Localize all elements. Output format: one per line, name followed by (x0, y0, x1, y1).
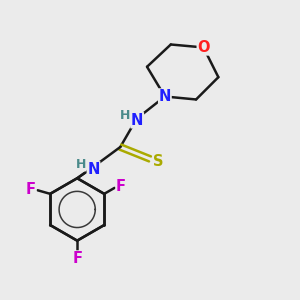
Text: S: S (153, 154, 164, 169)
Text: H: H (120, 109, 130, 122)
Text: F: F (26, 182, 36, 197)
Text: N: N (159, 89, 171, 104)
Text: F: F (116, 179, 126, 194)
Text: O: O (197, 40, 210, 55)
Text: N: N (131, 113, 143, 128)
Text: H: H (76, 158, 86, 171)
Text: N: N (87, 162, 100, 177)
Text: F: F (72, 251, 82, 266)
